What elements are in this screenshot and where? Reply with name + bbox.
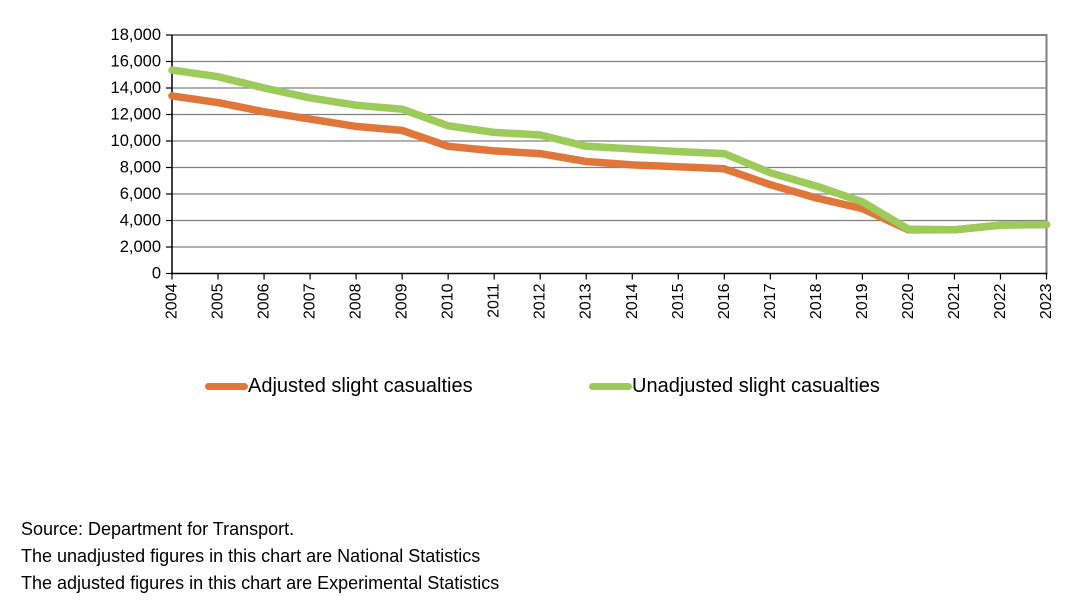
adjusted-series-swatch-icon [205, 382, 248, 390]
unadjusted-series-swatch-icon [589, 382, 632, 390]
y-axis-tick-label: 6,000 [120, 185, 161, 203]
y-axis-tick-label: 0 [152, 265, 161, 283]
x-axis-tick-label: 2022 [992, 283, 1009, 319]
x-axis-tick-label: 2009 [394, 283, 411, 319]
source-notes: Source: Department for Transport. The un… [21, 516, 499, 597]
x-axis-tick-label: 2023 [1038, 283, 1055, 319]
casualties-line-chart: 0 2,000 4,000 6,000 8,000 10,000 12,000 14,000 1… [111, 26, 1055, 319]
y-axis-tick-label: 12,000 [111, 106, 161, 124]
legend-item-unadjusted: Unadjusted slight casualties [589, 372, 880, 400]
y-axis-tick-label: 2,000 [120, 238, 161, 256]
legend-item-adjusted: Adjusted slight casualties [205, 372, 473, 400]
legend-label-adjusted: Adjusted slight casualties [248, 375, 473, 397]
chart-legend: Adjusted slight casualties Unadjusted sl… [0, 372, 1068, 400]
y-axis-tick-label: 16,000 [111, 53, 161, 71]
x-axis-tick-label: 2011 [486, 283, 503, 318]
x-axis-tick-label: 2005 [210, 283, 227, 319]
x-axis-tick-label: 2012 [532, 283, 549, 319]
x-axis-tick-label: 2007 [302, 283, 319, 319]
x-axis-tick-label: 2020 [900, 283, 917, 319]
x-axis-tick-label: 2015 [670, 283, 687, 319]
x-axis-tick-label: 2006 [256, 283, 273, 319]
x-axis-tick-label: 2018 [808, 283, 825, 319]
legend-label-unadjusted: Unadjusted slight casualties [632, 375, 880, 397]
source-note-line: Source: Department for Transport. [21, 519, 295, 539]
source-note-line: The unadjusted figures in this chart are… [21, 546, 481, 566]
y-axis-tick-label: 8,000 [120, 159, 161, 177]
y-axis-tick-label: 4,000 [120, 212, 161, 230]
x-axis-tick-label: 2017 [762, 283, 779, 319]
adjusted-series-line [168, 92, 1051, 234]
source-note-line: The adjusted figures in this chart are E… [21, 573, 500, 593]
x-axis-tick-label: 2010 [440, 283, 457, 319]
x-axis-tick-label: 2021 [946, 283, 963, 319]
y-axis-tick-label: 18,000 [111, 26, 161, 44]
y-axis-tick-label: 10,000 [111, 132, 161, 150]
x-axis-tick-label: 2019 [854, 283, 871, 319]
unadjusted-series-line [168, 66, 1051, 234]
x-axis-tick-label: 2016 [716, 283, 733, 319]
x-axis-tick-label: 2014 [624, 283, 641, 319]
x-axis-tick-label: 2008 [348, 283, 365, 319]
x-axis-tick-label: 2004 [164, 283, 181, 319]
y-axis-tick-label: 14,000 [111, 79, 161, 97]
x-axis-tick-label: 2013 [578, 283, 595, 319]
